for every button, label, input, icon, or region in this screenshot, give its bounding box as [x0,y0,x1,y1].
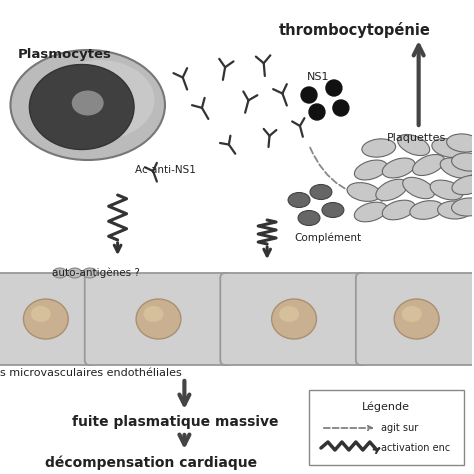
Ellipse shape [382,200,415,220]
Ellipse shape [68,268,82,278]
Text: s microvasculaires endothéliales: s microvasculaires endothéliales [0,368,182,378]
Ellipse shape [347,182,381,201]
Ellipse shape [452,175,474,195]
Ellipse shape [53,268,67,278]
Text: Complément: Complément [294,232,361,243]
Text: décompensation cardiaque: décompensation cardiaque [45,455,257,470]
Ellipse shape [447,134,474,152]
Ellipse shape [298,210,320,226]
Ellipse shape [83,268,97,278]
Ellipse shape [31,306,51,322]
Ellipse shape [438,201,472,219]
Circle shape [309,104,325,120]
Text: NS1: NS1 [307,72,329,82]
Text: Plaquettes: Plaquettes [387,133,446,143]
Text: fuite plasmatique massive: fuite plasmatique massive [72,415,278,429]
Text: thrombocytopénie: thrombocytopénie [279,22,431,38]
Text: auto-antigènes ?: auto-antigènes ? [52,268,140,279]
Ellipse shape [362,139,396,157]
Ellipse shape [136,299,181,339]
Ellipse shape [394,299,439,339]
Ellipse shape [288,192,310,208]
Ellipse shape [72,91,104,116]
Ellipse shape [452,153,474,171]
Ellipse shape [310,184,332,200]
Ellipse shape [452,198,474,216]
Ellipse shape [29,64,134,149]
Ellipse shape [322,202,344,218]
Ellipse shape [383,158,415,178]
FancyBboxPatch shape [309,390,464,465]
Ellipse shape [412,155,445,175]
Text: agit sur: agit sur [381,423,418,433]
FancyBboxPatch shape [220,273,368,365]
Ellipse shape [432,138,465,157]
Ellipse shape [355,202,387,222]
Circle shape [333,100,349,116]
Ellipse shape [45,60,155,140]
Ellipse shape [10,50,165,160]
Ellipse shape [272,299,317,339]
Ellipse shape [403,177,435,199]
Ellipse shape [279,306,299,322]
Text: Légende: Légende [362,402,410,412]
Text: activation enc: activation enc [381,443,450,453]
Ellipse shape [355,160,387,180]
Text: Ac anti-NS1: Ac anti-NS1 [135,165,195,175]
Ellipse shape [430,180,463,200]
Ellipse shape [398,135,430,155]
Circle shape [301,87,317,103]
FancyBboxPatch shape [85,273,232,365]
FancyBboxPatch shape [0,273,97,365]
Circle shape [326,80,342,96]
Ellipse shape [144,306,164,322]
FancyBboxPatch shape [356,273,474,365]
Ellipse shape [440,158,473,178]
Ellipse shape [376,179,408,201]
Ellipse shape [23,299,68,339]
Ellipse shape [410,201,443,219]
Text: Plasmocytes: Plasmocytes [18,48,112,61]
Ellipse shape [401,306,422,322]
